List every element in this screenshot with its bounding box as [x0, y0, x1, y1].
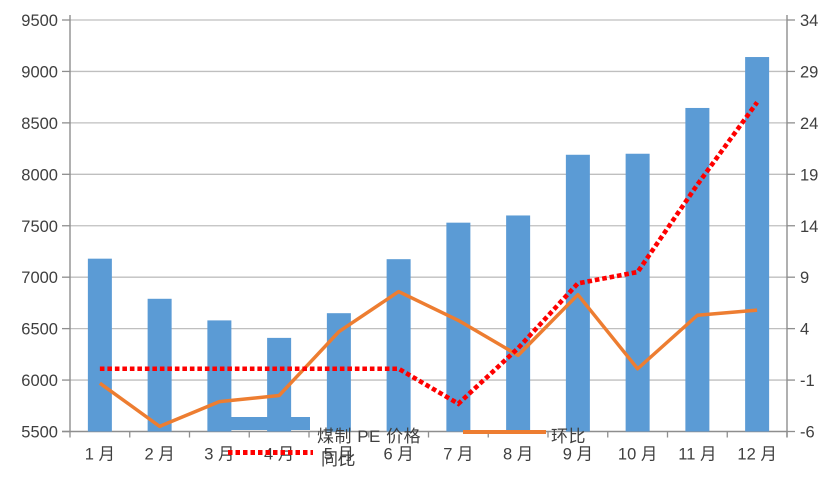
x-axis-category-label: 9 月 [563, 446, 593, 464]
y-axis-right-tick-label: 34 [800, 12, 818, 30]
bar [147, 298, 172, 432]
axis-ticks [62, 19, 795, 438]
x-axis-category-label: 5 月 [324, 446, 354, 464]
y-axis-left-tick-label: 9500 [21, 12, 58, 30]
x-axis-category-label: 10 月 [618, 446, 657, 464]
legend-line-swatch-mom [463, 430, 546, 434]
y-axis-right-tick-label: -1 [800, 372, 815, 390]
mom-line [98, 289, 758, 429]
x-axis-category-label: 12 月 [737, 446, 776, 464]
x-axis-category-label: 3 月 [204, 446, 234, 464]
x-axis-category-label: 6 月 [383, 446, 413, 464]
y-axis-right-tick-label: 4 [800, 321, 809, 339]
y-axis-right-tick-label: 29 [800, 63, 818, 81]
y-axis-left-tick-label: 8000 [21, 166, 58, 184]
bar [386, 259, 411, 432]
legend-bar-label: 煤制 PE 价格 [317, 427, 422, 446]
bar [625, 153, 650, 432]
bar [685, 107, 710, 432]
y-axis-left-tick-label: 6000 [21, 372, 58, 390]
y-axis-left-tick-label: 7000 [21, 269, 58, 287]
bar [87, 258, 112, 432]
y-axis-left-tick-label: 8500 [21, 115, 58, 133]
y-axis-left-tick-label: 7500 [21, 218, 58, 236]
x-axis-category-label: 2 月 [144, 446, 174, 464]
yoy-line [99, 100, 759, 407]
y-axis-right-tick-label: 24 [800, 115, 818, 133]
legend-bar-swatch [230, 417, 310, 430]
x-axis-category-label: 8 月 [503, 446, 533, 464]
x-axis-category-label: 7 月 [443, 446, 473, 464]
y-axis-right-tick-label: 14 [800, 218, 818, 236]
y-axis-right-tick-label: 9 [800, 269, 809, 287]
bar-series [87, 57, 770, 432]
y-axis-left-tick-label: 6500 [21, 321, 58, 339]
x-axis-category-label: 1 月 [85, 446, 115, 464]
y-axis-left-tick-label: 9000 [21, 63, 58, 81]
legend-yoy-label: 同比 [321, 450, 356, 469]
y-axis-right-tick-label: -6 [800, 424, 815, 442]
bar [745, 57, 770, 432]
y-axis-right-tick-label: 19 [800, 166, 818, 184]
gridlines [70, 19, 787, 381]
x-axis-category-label: 11 月 [678, 446, 716, 464]
legend-mom-label: 环比 [551, 427, 586, 446]
bar [207, 320, 232, 432]
bar [506, 215, 531, 432]
legend-dotted-swatch-yoy [228, 450, 313, 455]
y-axis-left-tick-label: 5500 [21, 424, 58, 442]
axis-labels: 9500 9000 8500 8000 7500 7000 6500 6000 5500 34 29… [21, 12, 818, 464]
